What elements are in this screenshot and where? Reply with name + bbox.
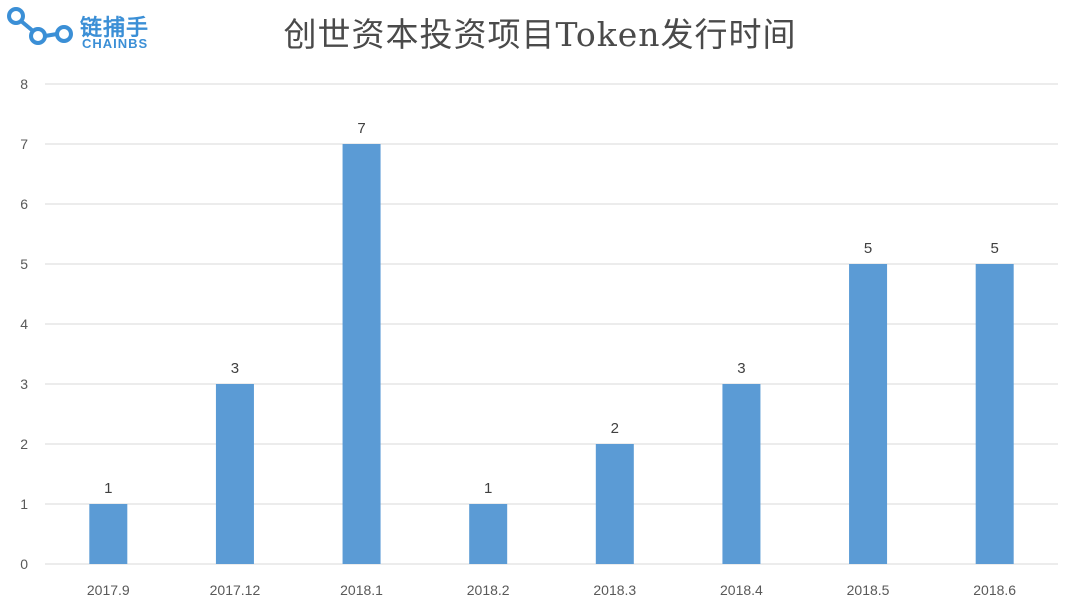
y-tick-label: 6 (20, 196, 28, 212)
logo-text-chinese: 链捕手 (80, 16, 150, 41)
bar (342, 144, 381, 564)
x-tick-label: 2017.12 (210, 582, 261, 598)
x-tick-label: 2018.4 (720, 582, 763, 598)
x-tick-label: 2018.1 (340, 582, 383, 598)
y-tick-label: 0 (20, 556, 28, 572)
data-label: 5 (991, 240, 999, 257)
bar (722, 384, 761, 564)
y-tick-label: 2 (20, 436, 28, 452)
y-tick-label: 7 (20, 136, 28, 152)
data-label: 1 (484, 480, 492, 497)
data-label: 5 (864, 240, 872, 257)
data-label: 3 (231, 360, 239, 377)
y-tick-label: 3 (20, 376, 28, 392)
x-tick-label: 2018.5 (847, 582, 890, 598)
x-tick-label: 2017.9 (87, 582, 130, 598)
chain-link-icon (7, 7, 73, 45)
data-label: 3 (737, 360, 745, 377)
data-label: 2 (611, 420, 619, 437)
x-tick-label: 2018.2 (467, 582, 510, 598)
y-tick-label: 4 (20, 316, 28, 332)
chart-title: 创世资本投资项目Token发行时间 (283, 15, 797, 54)
x-tick-label: 2018.6 (973, 582, 1016, 598)
y-tick-label: 8 (20, 76, 28, 92)
x-tick-label: 2018.3 (593, 582, 636, 598)
bar (89, 504, 128, 564)
y-tick-label: 5 (20, 256, 28, 272)
bar (975, 264, 1014, 564)
data-label: 7 (357, 120, 365, 137)
y-tick-label: 1 (20, 496, 28, 512)
bar (595, 444, 634, 564)
chainbs-logo: 链捕手 CHAINBS (4, 6, 174, 56)
bar (469, 504, 508, 564)
data-label: 1 (104, 480, 112, 497)
bar (849, 264, 888, 564)
bar (215, 384, 254, 564)
logo-text-english: CHAINBS (82, 36, 149, 51)
